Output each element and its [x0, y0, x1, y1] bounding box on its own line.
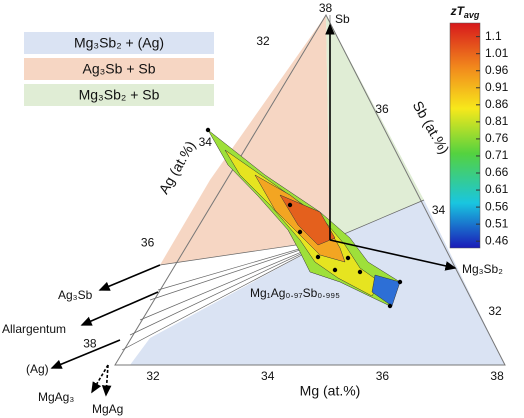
- phase-region: [326, 15, 424, 240]
- tick-label: 34: [199, 135, 213, 149]
- axis-label: Mg (at.%): [300, 383, 361, 399]
- phase-label: Ag₃Sb: [58, 288, 93, 302]
- colorbar-tick-label: 0.86: [485, 97, 509, 111]
- arrows: [50, 23, 457, 397]
- tick-label: 34: [261, 369, 275, 383]
- colorbar: [449, 22, 481, 249]
- vertex-label: Sb: [335, 12, 350, 26]
- annotation: Mg₁Ag₀.₉₇Sb₀.₉₉₅: [250, 286, 340, 300]
- tick-label: 36: [141, 236, 155, 250]
- colorbar-tick-label: 0.66: [485, 165, 509, 179]
- tick-label: 32: [488, 304, 502, 318]
- tick-label: 36: [376, 369, 390, 383]
- colorbar-tick-label: 0.61: [485, 182, 509, 196]
- phase-label: MgAg₃: [38, 390, 74, 404]
- phase-region: [130, 200, 505, 365]
- colorbar-tick-label: 0.46: [485, 233, 509, 247]
- colorbar-tick-label: 0.96: [485, 63, 509, 77]
- samples: [205, 127, 403, 309]
- colorbar-title: zTavg: [450, 4, 480, 20]
- legend-label: Mg₃Sb₂ + Sb: [79, 87, 160, 103]
- colorbar-tick-label: 0.76: [485, 131, 509, 145]
- tick-label: 38: [490, 369, 504, 383]
- tick-label: 38: [83, 336, 97, 350]
- legend-box: [24, 84, 214, 106]
- colorbar-tick-label: 0.91: [485, 80, 509, 94]
- tick-label: 32: [146, 369, 160, 383]
- colorbar-tick-label: 1.01: [485, 46, 509, 60]
- legend-box: [24, 32, 214, 54]
- colorbar-title-main: zT: [450, 4, 466, 18]
- vertex-label: Mg₃Sb₂: [462, 262, 503, 276]
- colorbar-tick-label: 1.1: [485, 29, 502, 43]
- axis-label: Ag (at.%): [155, 138, 198, 197]
- colorbar-title-sub: avg: [464, 10, 480, 20]
- phase-label: (Ag): [26, 362, 49, 376]
- tick-label: 34: [432, 203, 446, 217]
- tick-label: 32: [256, 34, 270, 48]
- legend-label: Mg₃Sb₂ + (Ag): [74, 35, 164, 51]
- tick-label: 36: [375, 102, 389, 116]
- legend-label: Ag₃Sb + Sb: [82, 61, 155, 77]
- tick-label: 38: [319, 1, 333, 15]
- phase-label: Allargentum: [2, 322, 66, 336]
- colorbar-tick-label: 0.56: [485, 199, 509, 213]
- legend: Mg₃Sb₂ + (Ag) Ag₃Sb + Sb Mg₃Sb₂ + Sb: [24, 32, 214, 106]
- colorbar-tick-label: 0.51: [485, 216, 509, 230]
- phase-label: MgAg: [92, 402, 123, 416]
- colorbar-tick-label: 0.81: [485, 114, 509, 128]
- colorbar-tick-label: 0.71: [485, 148, 509, 162]
- triangle: [114, 13, 506, 366]
- axis-label: Sb (at.%): [410, 98, 453, 157]
- legend-box: [24, 58, 214, 80]
